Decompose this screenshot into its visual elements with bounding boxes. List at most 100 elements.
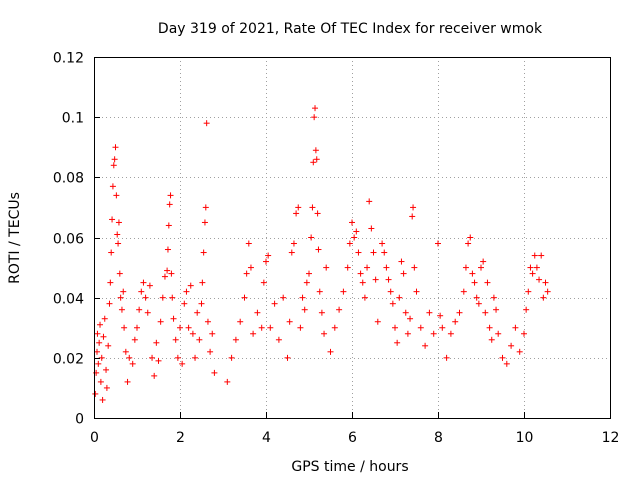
y-tick-label: 0.06 <box>53 232 84 248</box>
data-point <box>331 324 338 331</box>
data-point <box>523 306 530 313</box>
data-point <box>478 264 484 271</box>
y-tick-label: 0 <box>75 412 84 428</box>
data-point <box>174 354 181 361</box>
data-point <box>103 366 110 373</box>
data-point <box>439 324 446 331</box>
data-point <box>379 240 386 247</box>
data-point <box>303 279 310 286</box>
data-point <box>435 240 441 247</box>
y-tick-label: 0.08 <box>53 171 84 187</box>
data-point <box>94 348 101 355</box>
data-point <box>189 330 196 337</box>
data-point <box>469 270 476 277</box>
data-point <box>209 330 216 337</box>
y-axis-ticks: 0 0.02 0.04 0.06 0.08 0.1 0.12 <box>53 51 100 428</box>
data-point <box>336 306 343 313</box>
data-point <box>96 339 103 346</box>
data-point <box>404 330 411 337</box>
x-axis-ticks: 0 2 4 6 8 10 12 <box>90 412 619 446</box>
data-point <box>284 354 291 361</box>
data-point <box>265 252 272 259</box>
data-point <box>111 156 118 163</box>
data-point <box>417 324 424 331</box>
data-point <box>109 183 116 190</box>
data-point <box>430 330 437 337</box>
data-point <box>254 309 261 316</box>
data-point <box>426 309 433 316</box>
data-point <box>267 324 274 331</box>
data-point <box>101 315 108 322</box>
data-point <box>508 342 515 349</box>
data-point <box>118 306 125 313</box>
data-point <box>92 390 99 397</box>
data-point <box>129 360 136 367</box>
data-point <box>544 288 551 295</box>
data-point <box>109 216 116 223</box>
data-point <box>115 219 122 226</box>
data-point <box>169 294 176 301</box>
data-point <box>290 240 297 247</box>
data-point <box>170 315 177 322</box>
data-point <box>157 318 164 325</box>
data-point <box>164 246 171 253</box>
data-point <box>540 294 547 301</box>
data-point <box>293 210 300 217</box>
data-point <box>134 324 140 331</box>
data-point <box>538 252 545 259</box>
data-point <box>146 282 153 289</box>
data-point <box>499 354 506 361</box>
data-point <box>295 204 302 211</box>
data-point <box>258 324 265 331</box>
data-point <box>467 234 474 241</box>
data-point <box>199 279 206 286</box>
data-point <box>172 336 179 343</box>
data-point <box>113 192 120 199</box>
data-point <box>527 264 534 271</box>
data-point <box>106 300 113 307</box>
data-point <box>533 264 540 271</box>
data-point <box>167 192 174 199</box>
data-point <box>168 270 175 277</box>
data-point <box>349 219 355 226</box>
data-point <box>107 279 114 286</box>
data-points <box>92 105 551 403</box>
data-point <box>114 231 121 238</box>
data-point <box>323 264 330 271</box>
data-point <box>144 309 151 316</box>
x-axis-label: GPS time / hours <box>291 459 408 475</box>
data-point <box>177 324 183 331</box>
data-point <box>313 156 320 163</box>
data-point <box>286 318 293 325</box>
data-point <box>247 264 254 271</box>
data-point <box>366 198 373 205</box>
data-point <box>318 309 325 316</box>
data-point <box>131 336 138 343</box>
data-point <box>245 240 252 247</box>
data-point <box>243 270 250 277</box>
data-point <box>275 336 282 343</box>
data-point <box>228 354 235 361</box>
data-point <box>357 270 364 277</box>
x-tick-label: 0 <box>90 430 99 446</box>
data-point <box>155 357 162 364</box>
data-point <box>149 354 156 361</box>
data-point <box>138 288 145 295</box>
data-point <box>121 324 128 331</box>
data-point <box>344 264 351 271</box>
data-point <box>237 318 244 325</box>
data-point <box>159 294 166 301</box>
data-point <box>413 288 420 295</box>
y-tick-label: 0.02 <box>53 352 84 368</box>
x-tick-label: 8 <box>434 430 443 446</box>
data-point <box>462 264 469 271</box>
data-point <box>308 234 315 241</box>
data-point <box>374 318 381 325</box>
data-point <box>310 159 317 166</box>
data-point <box>486 324 493 331</box>
data-point <box>387 288 394 295</box>
data-point <box>260 279 267 286</box>
data-point <box>315 246 322 253</box>
data-point <box>521 330 527 337</box>
data-point <box>490 294 497 301</box>
